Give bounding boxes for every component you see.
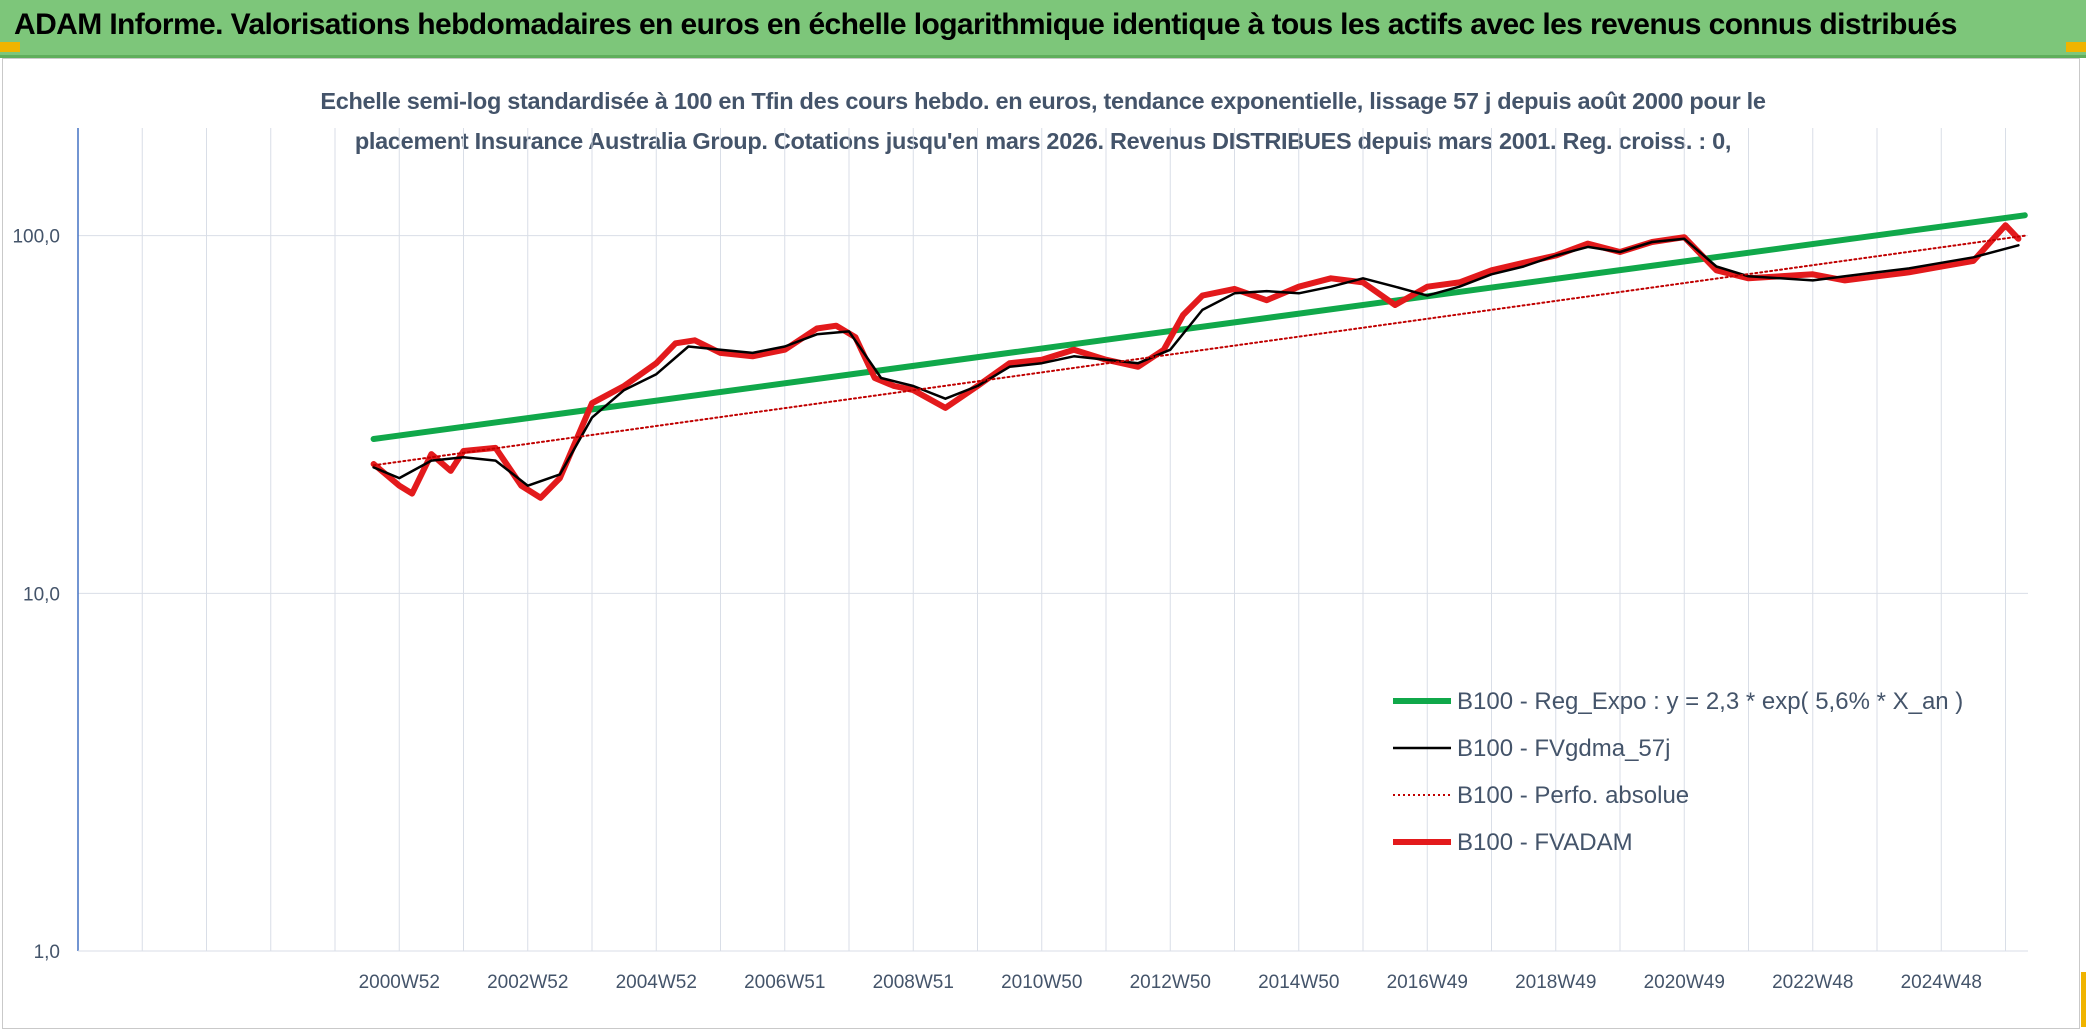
x-tick-label: 2024W48 — [1901, 972, 1982, 993]
gridlines — [78, 128, 2028, 952]
x-tick-label: 2008W51 — [873, 972, 954, 993]
x-tick-label: 2014W50 — [1258, 972, 1339, 993]
x-tick-label: 2010W50 — [1001, 972, 1082, 993]
legend-label: B100 - FVgdma_57j — [1457, 735, 1670, 762]
series-line-0 — [370, 212, 2028, 442]
x-tick-label: 2000W52 — [359, 972, 440, 993]
x-tick-label: 2004W52 — [616, 972, 697, 993]
series-lines — [370, 212, 2028, 501]
series-line-3 — [370, 222, 2022, 501]
report-title: ADAM Informe. Valorisations hebdomadaire… — [14, 8, 1957, 41]
chart-subtitle-line-2: placement Insurance Australia Group. Cot… — [354, 128, 1732, 154]
legend-label: B100 - Reg_Expo : y = 2,3 * exp( 5,6% * … — [1457, 688, 1963, 715]
series-line-2 — [372, 234, 2026, 467]
x-tick-label: 2012W50 — [1130, 972, 1211, 993]
x-tick-label: 2022W48 — [1772, 972, 1853, 993]
corner-mark-bottom-right — [2081, 972, 2086, 1027]
x-tick-label: 2016W49 — [1387, 972, 1468, 993]
series-line-1 — [372, 237, 2020, 487]
legend: B100 - Reg_Expo : y = 2,3 * exp( 5,6% * … — [1393, 688, 1963, 856]
y-tick-label: 1,0 — [34, 942, 60, 963]
x-tick-label: 2020W49 — [1644, 972, 1725, 993]
x-tick-label: 2002W52 — [487, 972, 568, 993]
chart-frame — [2, 58, 2080, 1029]
corner-mark-left — [0, 42, 20, 52]
y-tick-label: 100,0 — [12, 227, 60, 248]
corner-mark-right — [2066, 42, 2086, 52]
x-tick-label: 2018W49 — [1515, 972, 1596, 993]
tick-labels: 1,0 10,0 100,0 2000W52 2002W52 2004W52 2006W51… — [12, 227, 1981, 993]
x-tick-label: 2006W51 — [744, 972, 825, 993]
legend-label: B100 - Perfo. absolue — [1457, 782, 1689, 809]
legend-label: B100 - FVADAM — [1457, 829, 1633, 856]
axes — [77, 128, 2028, 952]
title-banner: ADAM Informe. Valorisations hebdomadaire… — [0, 0, 2086, 58]
y-tick-label: 10,0 — [23, 584, 60, 605]
chart-subtitle-line-1: Echelle semi-log standardisée à 100 en T… — [320, 88, 1766, 114]
